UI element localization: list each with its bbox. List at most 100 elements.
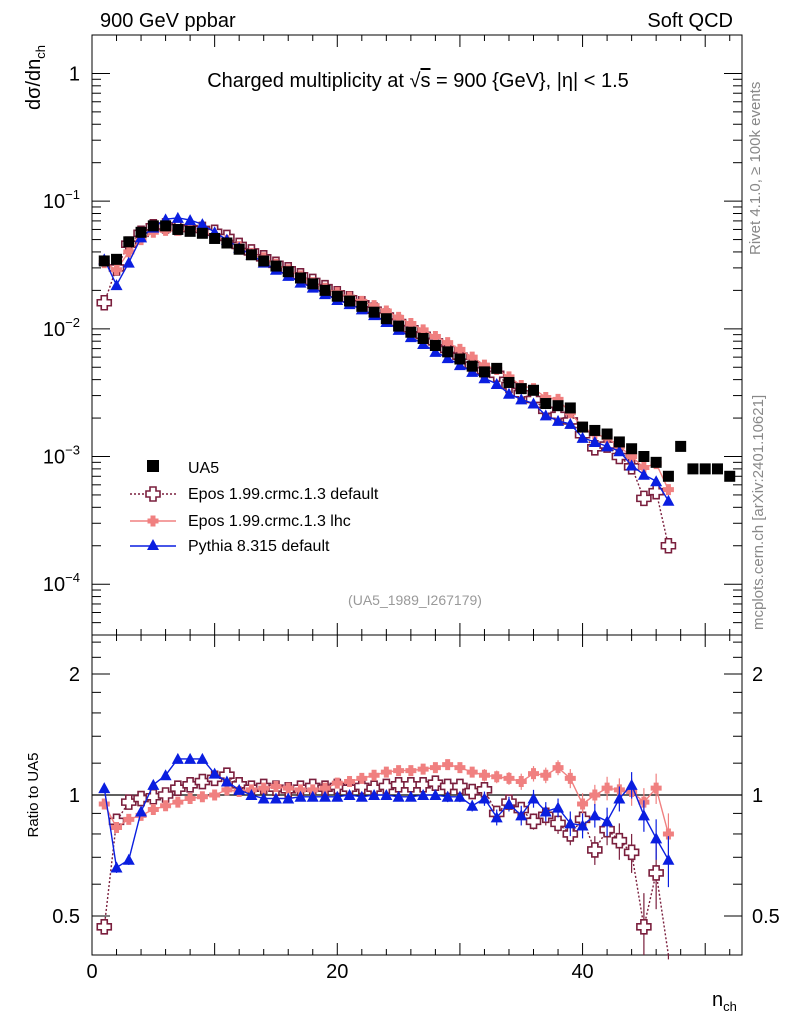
ratio-epos-lhc-point (356, 772, 368, 784)
ratio-pythia-point (625, 778, 638, 790)
main-epos-lhc-point (111, 264, 123, 276)
ratio-epos-default-point (611, 832, 628, 849)
ratio-pythia-point (110, 861, 123, 873)
ratio-epos-default-point (390, 777, 407, 793)
main-ua5-point (196, 227, 208, 239)
main-ua5-point (466, 360, 478, 372)
legend-marker-ua5 (147, 460, 159, 472)
main-pythia-point (490, 377, 503, 389)
main-epos-default-point (660, 537, 677, 554)
ratio-epos-default-point (403, 777, 419, 793)
main-pythia-point (576, 431, 589, 443)
ratio-axis-ticks: 0 20 40 2 2 1 1 0.5 0.5 (52, 635, 780, 983)
ratio-epos-lhc-point (221, 784, 233, 796)
main-ua5-point (454, 353, 466, 365)
main-ua5-point (160, 220, 172, 232)
ratio-y-tick-label-right: 0.5 (752, 906, 780, 928)
main-ua5-point (491, 362, 503, 374)
main-pythia-point (171, 211, 184, 223)
main-ua5-point (687, 463, 699, 475)
main-pythia-point (184, 214, 197, 226)
ratio-pythia-point (613, 792, 626, 804)
ratio-pythia-point (294, 790, 307, 802)
ratio-epos-lhc-point (405, 765, 417, 777)
ratio-pythia-point (98, 782, 111, 794)
ratio-epos-lhc-point (454, 762, 466, 774)
ratio-epos-lhc-point (380, 766, 392, 778)
plot-title-pre: Charged multiplicity at (207, 70, 409, 92)
ratio-epos-default-point (378, 778, 395, 795)
ratio-pythia-point (429, 789, 442, 800)
main-ua5-point (356, 300, 368, 312)
main-pythia-point (515, 393, 528, 405)
ratio-epos-lhc-point (540, 769, 552, 781)
y-tick-label: 10−3 (43, 443, 80, 469)
ratio-pythia-point (404, 790, 417, 802)
main-pythia-point (601, 440, 614, 452)
ratio-pythia-point (245, 789, 258, 800)
ratio-epos-default-point (550, 815, 566, 832)
y-tick-label: 10−1 (43, 187, 80, 213)
main-ua5-point (577, 421, 589, 433)
main-ua5-point (429, 340, 441, 352)
legend-label-epos-lhc: Epos 1.99.crmc.1.3 lhc (188, 513, 351, 530)
ratio-pythia-point (490, 811, 503, 823)
ratio-pythia-point (515, 809, 528, 821)
ratio-epos-lhc-point (393, 765, 405, 777)
main-ua5-point (699, 463, 711, 475)
main-epos-lhc-line (103, 229, 670, 490)
main-pythia-point (613, 445, 626, 457)
y-tick-label: 10−2 (43, 315, 80, 341)
ratio-epos-lhc-point (147, 804, 159, 816)
main-pythia-point (527, 397, 540, 409)
ratio-pythia-point (331, 790, 344, 802)
ratio-pythia-point (319, 790, 332, 802)
ratio-pythia-point (552, 801, 565, 813)
ratio-y-axis-label: Ratio to UA5 (25, 752, 42, 837)
ratio-pythia-point (233, 783, 246, 795)
main-ua5-point (98, 255, 110, 267)
rivet-info: Rivet 4.1.0, ≥ 100k events (747, 82, 764, 255)
main-epos-lhc-point (626, 451, 638, 462)
main-ua5-point (344, 295, 356, 307)
ratio-epos-lhc-point (601, 782, 613, 794)
ratio-pythia-point (135, 805, 148, 817)
main-ua5-point (233, 243, 245, 255)
main-pythia-point (502, 387, 515, 399)
ratio-pythia-point (184, 752, 197, 764)
x-tick-label: 20 (326, 961, 348, 983)
ratio-epos-lhc-point (344, 776, 356, 788)
main-ua5-point (331, 290, 343, 302)
main-pythia-point (441, 352, 454, 364)
ratio-epos-lhc-point (552, 762, 564, 774)
ratio-pythia-point (368, 789, 381, 800)
y-tick-label: 10−4 (43, 570, 80, 596)
ratio-epos-default-point (452, 778, 468, 795)
ratio-epos-lhc-point (491, 771, 503, 783)
ratio-epos-lhc-point (258, 782, 270, 794)
ratio-pythia-point (392, 790, 405, 802)
ratio-epos-lhc-point (368, 769, 380, 781)
main-ua5-point (135, 226, 147, 238)
ratio-series (96, 752, 675, 960)
ratio-epos-lhc-point (503, 772, 515, 784)
main-ua5-point (405, 326, 417, 338)
legend-marker-epos-default (145, 486, 161, 502)
main-ua5-point (282, 266, 294, 278)
ratio-epos-default-point (648, 865, 664, 881)
plot-title-s: s (420, 70, 430, 92)
ratio-epos-lhc-point (270, 780, 282, 792)
mcplots-info: mcplots.cern.ch [arXiv:2401.10621] (750, 395, 767, 630)
ratio-epos-lhc-point (577, 798, 589, 810)
legend-marker-epos-lhc (147, 515, 159, 527)
main-pythia-point (650, 475, 663, 487)
main-ua5-point (552, 400, 564, 412)
ratio-pythia-point (564, 817, 577, 829)
ratio-pythia-point (257, 792, 270, 804)
main-ua5-point (503, 376, 515, 388)
y-axis-label-main: dσ/dn (23, 59, 45, 110)
legend-label-epos-default: Epos 1.99.crmc.1.3 default (188, 486, 379, 503)
ratio-epos-lhc-point (478, 769, 490, 781)
x-axis-label-sub: ch (723, 999, 737, 1014)
